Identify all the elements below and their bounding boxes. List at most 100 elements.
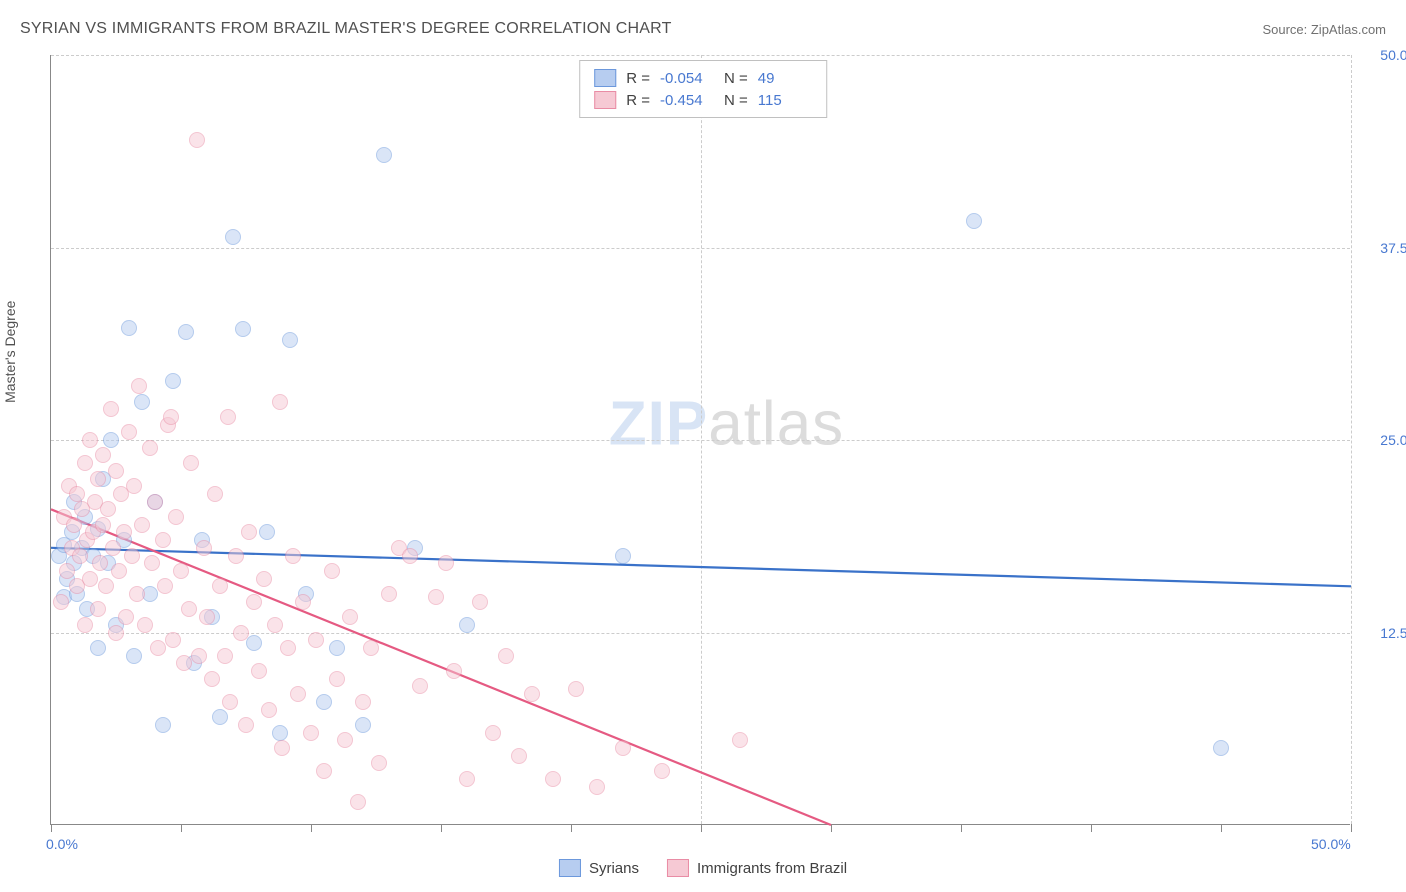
scatter-point	[212, 709, 228, 725]
scatter-point	[274, 740, 290, 756]
scatter-point	[147, 494, 163, 510]
scatter-point	[308, 632, 324, 648]
x-axis-tick	[311, 824, 312, 832]
scatter-point	[134, 394, 150, 410]
scatter-point	[116, 524, 132, 540]
scatter-point	[207, 486, 223, 502]
scatter-point	[90, 601, 106, 617]
scatter-point	[485, 725, 501, 741]
scatter-point	[267, 617, 283, 633]
scatter-point	[121, 424, 137, 440]
scatter-point	[412, 678, 428, 694]
scatter-point	[228, 548, 244, 564]
watermark-part1: ZIP	[609, 390, 708, 459]
scatter-point	[126, 478, 142, 494]
legend-swatch	[559, 859, 581, 877]
scatter-point	[77, 617, 93, 633]
scatter-point	[225, 229, 241, 245]
scatter-point	[280, 640, 296, 656]
x-axis-tick	[1091, 824, 1092, 832]
scatter-point	[272, 725, 288, 741]
scatter-point	[589, 779, 605, 795]
scatter-point	[459, 617, 475, 633]
legend-swatch	[594, 91, 616, 109]
scatter-point	[568, 681, 584, 697]
x-axis-label: 50.0%	[1311, 836, 1351, 852]
x-axis-tick	[1221, 824, 1222, 832]
scatter-point	[155, 532, 171, 548]
x-axis-tick	[701, 824, 702, 832]
chart-header: SYRIAN VS IMMIGRANTS FROM BRAZIL MASTER'…	[20, 20, 1386, 38]
scatter-point	[121, 320, 137, 336]
scatter-point	[155, 717, 171, 733]
x-axis-tick	[961, 824, 962, 832]
scatter-point	[69, 486, 85, 502]
scatter-point	[324, 563, 340, 579]
scatter-point	[212, 578, 228, 594]
scatter-point	[246, 635, 262, 651]
scatter-point	[459, 771, 475, 787]
scatter-point	[66, 517, 82, 533]
scatter-point	[472, 594, 488, 610]
legend-r-label: R =	[626, 92, 650, 109]
scatter-point	[402, 548, 418, 564]
scatter-point	[350, 794, 366, 810]
scatter-point	[272, 394, 288, 410]
scatter-point	[82, 432, 98, 448]
y-axis-label: 12.5%	[1380, 625, 1406, 641]
scatter-point	[95, 517, 111, 533]
watermark: ZIPatlas	[609, 389, 844, 460]
legend-n-label: N =	[724, 92, 748, 109]
scatter-point	[337, 732, 353, 748]
grid-line-vertical	[1351, 55, 1352, 824]
scatter-point	[363, 640, 379, 656]
y-axis-label: 25.0%	[1380, 432, 1406, 448]
scatter-point	[204, 671, 220, 687]
y-axis-label: 37.5%	[1380, 240, 1406, 256]
correlation-legend-row: R =-0.054N =49	[594, 67, 812, 89]
correlation-legend-row: R =-0.454N =115	[594, 89, 812, 111]
series-legend-label: Immigrants from Brazil	[697, 860, 847, 877]
scatter-point	[316, 763, 332, 779]
scatter-point	[545, 771, 561, 787]
scatter-point	[371, 755, 387, 771]
legend-n-value: 49	[758, 70, 812, 87]
scatter-point	[178, 324, 194, 340]
scatter-point	[90, 640, 106, 656]
scatter-point	[282, 332, 298, 348]
scatter-point	[168, 509, 184, 525]
series-legend: Syrians Immigrants from Brazil	[559, 859, 847, 877]
scatter-point	[183, 455, 199, 471]
scatter-point	[144, 555, 160, 571]
series-legend-label: Syrians	[589, 860, 639, 877]
scatter-point	[181, 601, 197, 617]
scatter-point	[524, 686, 540, 702]
scatter-point	[173, 563, 189, 579]
legend-n-label: N =	[724, 70, 748, 87]
scatter-point	[108, 463, 124, 479]
scatter-point	[256, 571, 272, 587]
scatter-point	[238, 717, 254, 733]
scatter-point	[92, 555, 108, 571]
legend-r-value: -0.454	[660, 92, 714, 109]
scatter-point	[241, 524, 257, 540]
scatter-point	[95, 447, 111, 463]
scatter-point	[189, 132, 205, 148]
scatter-point	[163, 409, 179, 425]
scatter-point	[316, 694, 332, 710]
scatter-point	[246, 594, 262, 610]
scatter-point	[235, 321, 251, 337]
scatter-point	[176, 655, 192, 671]
chart-source: Source: ZipAtlas.com	[1262, 22, 1386, 37]
scatter-point	[199, 609, 215, 625]
scatter-point	[329, 640, 345, 656]
scatter-point	[98, 578, 114, 594]
series-legend-item: Syrians	[559, 859, 639, 877]
scatter-point	[165, 632, 181, 648]
x-axis-tick	[181, 824, 182, 832]
legend-r-label: R =	[626, 70, 650, 87]
scatter-point	[355, 694, 371, 710]
correlation-legend: R =-0.054N =49R =-0.454N =115	[579, 60, 827, 118]
scatter-point	[290, 686, 306, 702]
scatter-point	[615, 548, 631, 564]
